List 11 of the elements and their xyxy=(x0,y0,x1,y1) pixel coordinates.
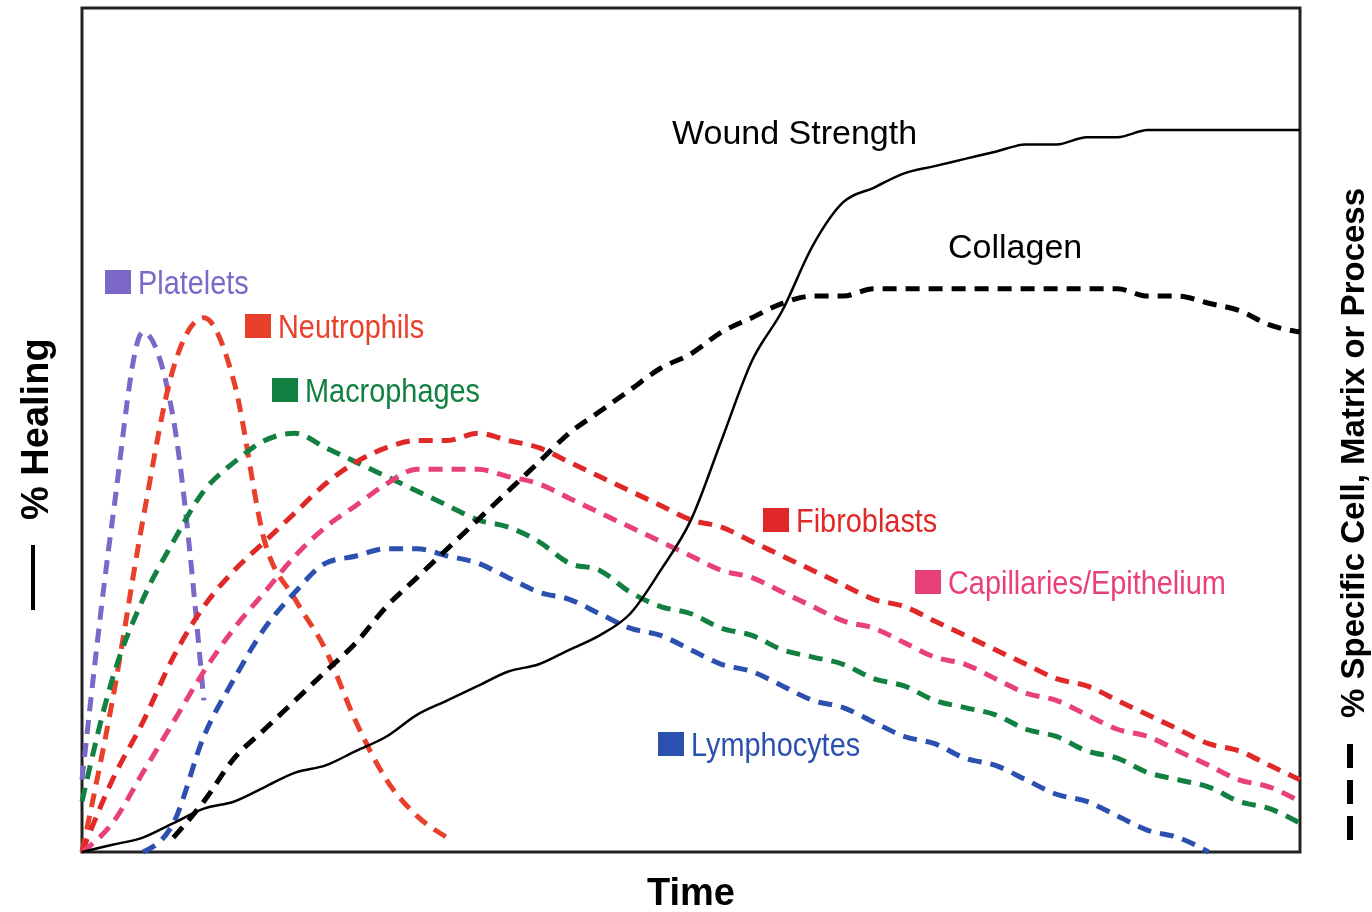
x-axis-title: Time xyxy=(646,871,736,912)
legend-label: Macrophages xyxy=(305,370,481,410)
legend-label: Fibroblasts xyxy=(796,500,938,540)
y-axis-title: % Healing xyxy=(14,338,56,520)
legend-label: Lymphocytes xyxy=(691,724,861,764)
legend-label: Capillaries/Epithelium xyxy=(948,562,1226,602)
legend-label: Neutrophils xyxy=(278,306,425,346)
series-label: Wound Strength xyxy=(672,113,918,151)
y2-axis-title: % Specific Cell, Matrix or Process xyxy=(1334,187,1371,718)
series-label: Collagen xyxy=(948,227,1083,265)
legend-label: Platelets xyxy=(138,262,249,302)
